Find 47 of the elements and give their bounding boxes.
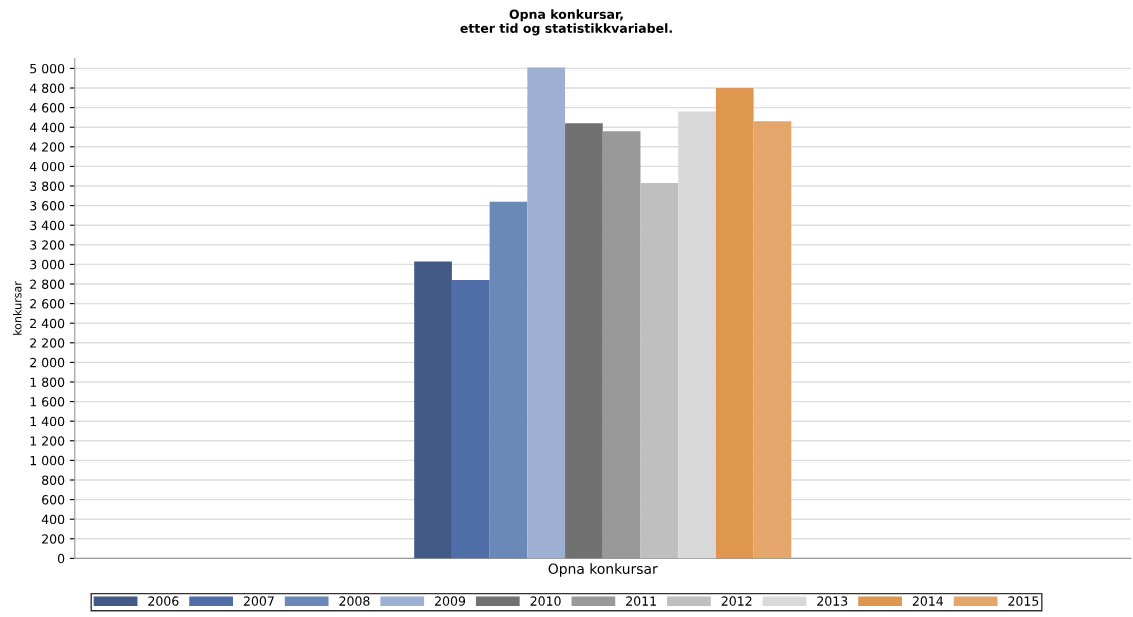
y-tick-label: 3 800 [30,181,65,191]
y-tick-label: 4 400 [29,122,65,133]
legend-label: 2013 [817,596,848,606]
y-tick-label: 5 000 [30,63,65,74]
y-tick-label: 3 000 [30,259,65,270]
y-tick-label: 3 400 [30,220,65,231]
y-tick-label: 4 200 [29,142,65,152]
bar [715,88,754,559]
y-axis-title: konkursar [12,281,22,335]
legend-label: 2015 [1008,596,1039,606]
y-tick-label: 4 800 [29,83,65,93]
x-tick-label: Opna konkursar [548,563,658,577]
legend-label: 2008 [339,596,370,606]
legend-label: 2006 [148,596,179,606]
bar [753,121,792,559]
legend-label: 2014 [912,596,944,606]
y-tick-label: 2 800 [30,279,65,289]
y-tick-label: 2 400 [30,318,65,329]
legend-label: 2009 [435,596,466,606]
bar [414,261,452,559]
legend-label: 2007 [243,596,274,606]
y-tick-label: 1 000 [30,455,65,466]
bar [451,280,490,559]
y-tick-label: 1 800 [30,377,65,387]
y-tick-label: 1 200 [30,436,65,446]
y-tick-label: 1 400 [30,416,65,427]
y-tick-label: 0 [57,553,65,564]
legend-label: 2010 [530,596,561,606]
y-tick-label: 2 200 [30,338,65,348]
y-tick-label: 3 200 [30,240,65,250]
legend-label: 2012 [721,596,752,606]
y-tick-label: 400 [41,514,65,525]
bar [565,123,603,559]
legend-label: 2011 [626,596,656,606]
y-tick-label: 200 [42,534,65,544]
y-tick-label: 3 600 [30,201,65,211]
y-tick-label: 4 000 [29,161,65,172]
bar [527,67,566,559]
chart-title: Opna konkursar, etter tid og statistikkvariabel. [460,9,672,36]
y-tick-label: 1 600 [30,397,65,407]
bar [489,201,528,559]
y-tick-label: 4 600 [29,103,65,113]
y-tick-label: 2 000 [30,357,65,368]
y-tick-label: 600 [42,495,65,505]
y-tick-label: 2 600 [30,299,65,309]
bar [640,183,679,559]
y-tick-label: 800 [42,475,65,485]
